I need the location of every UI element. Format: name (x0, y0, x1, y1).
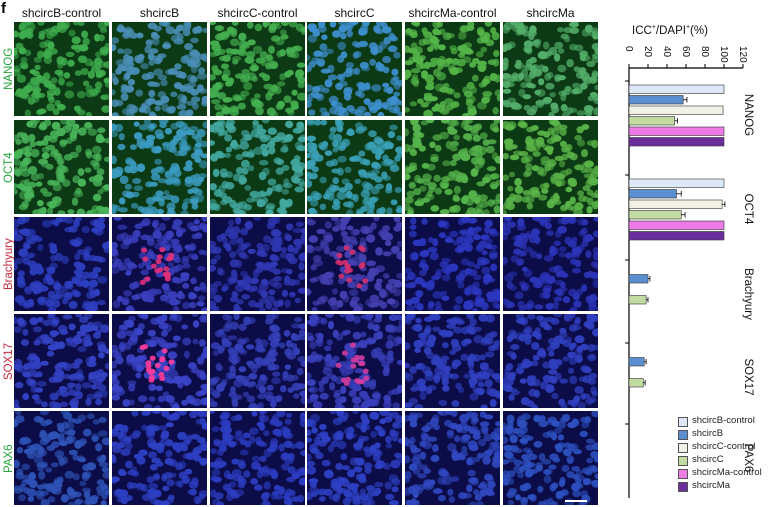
microscopy-tile (503, 314, 598, 408)
microscopy-tile (307, 314, 402, 408)
microscopy-tile (405, 22, 500, 116)
microscopy-tile (14, 314, 109, 408)
microscopy-tile (503, 217, 598, 311)
x-tick-label: 100 (718, 46, 729, 63)
microscopy-tile (210, 314, 305, 408)
microscopy-tile (14, 411, 109, 505)
x-tick-label: 80 (699, 46, 710, 58)
microscopy-tile (14, 217, 109, 311)
bar (628, 126, 725, 136)
bar (628, 116, 675, 126)
legend-label: shcircC (692, 454, 724, 465)
bar (628, 84, 725, 94)
bar (628, 378, 644, 388)
column-header: shcircMa-control (408, 6, 497, 20)
category-label: SOX17 (742, 358, 754, 395)
legend-swatch (678, 417, 688, 427)
chart-title: ICC+/DAPI+(%) (632, 24, 708, 37)
legend-label: shcircB (692, 428, 724, 439)
bar (628, 137, 725, 147)
bar (628, 95, 684, 105)
bar (628, 199, 723, 209)
microscopy-tile (210, 217, 305, 311)
legend-swatch (678, 482, 688, 492)
legend-swatch (678, 430, 688, 440)
bar (628, 210, 682, 220)
category-label: Brachyury (742, 268, 754, 320)
bar (628, 357, 645, 367)
microscopy-tile (210, 22, 305, 116)
legend-label: shcircB-control (692, 415, 755, 426)
microscopy-tile (14, 120, 109, 214)
legend-label: shcircMa (692, 480, 731, 491)
microscopy-tile (503, 411, 598, 505)
legend-swatch (678, 443, 688, 453)
microscopy-tile (307, 217, 402, 311)
bar (628, 220, 725, 230)
x-tick-label: 20 (642, 46, 653, 58)
microscopy-tile (405, 217, 500, 311)
microscopy-tile (210, 120, 305, 214)
scale-bar (565, 500, 587, 502)
x-tick-label: 40 (661, 46, 672, 58)
bar (628, 231, 725, 241)
microscopy-tile (503, 120, 598, 214)
microscopy-tile (307, 22, 402, 116)
legend-label: shcircMa-control (692, 467, 762, 478)
column-header: shcircB-control (21, 6, 102, 20)
microscopy-tile (405, 120, 500, 214)
microscopy-tile (112, 411, 207, 505)
microscopy-tile (307, 411, 402, 505)
microscopy-tile (112, 22, 207, 116)
bar (628, 295, 647, 305)
microscopy-tile (112, 120, 207, 214)
x-tick-label: 60 (680, 46, 691, 58)
panel-letter: f (1, 0, 6, 17)
legend-swatch (678, 469, 688, 479)
microscopy-tile (112, 314, 207, 408)
category-label: NANOG (742, 94, 754, 136)
x-tick-label: 120 (737, 46, 748, 63)
category-label: OCT4 (742, 194, 754, 225)
microscopy-tile (503, 22, 598, 116)
microscopy-tile (112, 217, 207, 311)
microscopy-tile (307, 120, 402, 214)
legend-label: shcircC-control (692, 441, 756, 452)
column-header: shcircB (139, 6, 180, 20)
bar (628, 189, 677, 199)
bar (628, 274, 649, 284)
microscopy-tile (405, 411, 500, 505)
microscopy-tile (14, 22, 109, 116)
column-header: shcircC-control (217, 6, 298, 20)
legend-swatch (678, 456, 688, 466)
column-header: shcircMa (526, 6, 575, 20)
column-header: shcircC (334, 6, 375, 20)
bar (628, 105, 724, 115)
microscopy-tile (405, 314, 500, 408)
x-tick-label: 0 (623, 46, 634, 52)
bar (628, 178, 725, 188)
microscopy-tile (210, 411, 305, 505)
